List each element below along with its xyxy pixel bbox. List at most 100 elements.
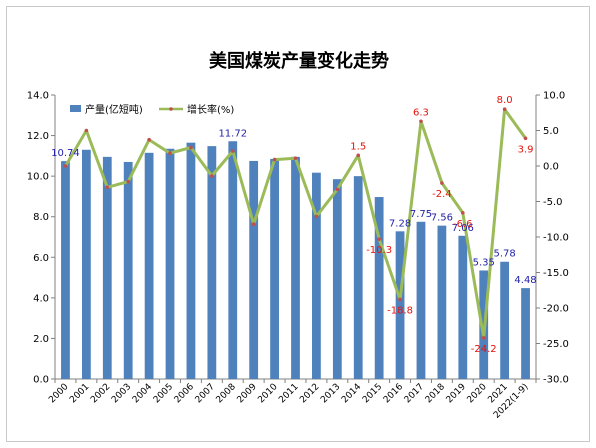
- bar-value-label: 4.48: [514, 275, 536, 286]
- chart-frame: 美国煤炭产量变化走势 产量(亿短吨) 增长率(%) 0.0 2.0 4.0 6.0 8.…: [6, 6, 590, 442]
- y-left-tick-label: 4.0: [33, 293, 49, 304]
- growth-value-label: 3.9: [518, 144, 534, 155]
- production-bar: [458, 235, 468, 379]
- growth-point: [356, 153, 361, 158]
- x-tick-label: 2011: [277, 382, 300, 405]
- bar-value-label: 5.78: [493, 249, 515, 260]
- growth-value-label: 6.3: [413, 107, 429, 118]
- production-bar: [437, 225, 447, 379]
- growth-point: [377, 237, 381, 241]
- production-bar: [291, 156, 300, 379]
- x-tick-label: 2020: [466, 382, 489, 405]
- y-right-tick-label: 5.0: [543, 126, 559, 137]
- data-labels: 10.74 11.72 7.287.757.567.06 5.355.78 4.48 1.…: [51, 95, 537, 355]
- production-bar: [312, 172, 321, 379]
- y-right-tick-label: 0.0: [543, 162, 559, 173]
- y-right-tick-label: 10.0: [543, 91, 565, 102]
- production-bar: [207, 146, 217, 379]
- y-right-tick-label: -25.0: [543, 339, 569, 350]
- chart-title: 美国煤炭产量变化走势: [209, 50, 389, 72]
- growth-value-label: -6.6: [453, 219, 473, 230]
- bars: [61, 141, 530, 379]
- growth-value-label: -10.3: [366, 245, 392, 256]
- legend-line-marker: [169, 107, 173, 111]
- growth-point: [398, 297, 402, 302]
- x-tick-label: 2007: [194, 382, 217, 405]
- growth-point: [481, 336, 486, 340]
- production-bar: [353, 176, 363, 379]
- x-tick-label: 2003: [110, 382, 133, 405]
- growth-point: [251, 222, 256, 227]
- production-bar: [102, 156, 112, 379]
- bar-value-label: 5.35: [473, 257, 495, 268]
- production-bar: [165, 148, 175, 379]
- production-bar: [521, 288, 530, 379]
- production-bar: [416, 221, 426, 379]
- growth-point: [147, 137, 151, 142]
- growth-point: [314, 214, 319, 219]
- growth-point: [84, 128, 89, 133]
- growth-value-label: 1.5: [350, 141, 366, 152]
- y-right-tick-label: -30.0: [543, 375, 569, 386]
- y-left-tick-label: 8.0: [33, 212, 49, 223]
- production-bar: [500, 261, 510, 379]
- bar-value-label: 7.75: [410, 209, 432, 220]
- growth-point: [523, 136, 528, 141]
- x-tick-label: 2015: [361, 382, 384, 405]
- production-bar: [374, 197, 384, 379]
- y-right-tick-label: -10.0: [543, 233, 569, 244]
- production-bar: [81, 149, 91, 379]
- growth-point: [335, 187, 340, 192]
- x-tick-label: 2001: [68, 382, 91, 405]
- growth-value-label: -2.4: [432, 189, 452, 200]
- bar-value-label: 7.56: [431, 213, 453, 224]
- x-tick-label: 2010: [256, 382, 279, 405]
- y-left-tick-label: 0.0: [33, 375, 49, 386]
- production-bar: [61, 161, 70, 379]
- growth-point: [105, 185, 110, 190]
- x-tick-label: 2018: [424, 382, 447, 405]
- x-tick-label: 2006: [173, 382, 196, 405]
- growth-point: [210, 174, 214, 178]
- growth-point: [126, 179, 130, 184]
- bar-value-label: 10.74: [51, 148, 80, 159]
- growth-value-label: 8.0: [497, 95, 513, 106]
- x-tick-label: 2002: [89, 382, 112, 405]
- y-left-tick-label: 6.0: [33, 253, 49, 264]
- x-tick-label: 2014: [340, 382, 363, 405]
- x-tick-label: 2016: [382, 382, 405, 405]
- x-tick-label: 2013: [319, 382, 342, 405]
- chart: 美国煤炭产量变化走势 产量(亿短吨) 增长率(%) 0.0 2.0 4.0 6.0 8.…: [27, 50, 569, 421]
- growth-point: [461, 211, 465, 215]
- legend-bar-swatch: [70, 105, 81, 112]
- x-tick-label: 2008: [215, 382, 238, 405]
- growth-point: [230, 149, 235, 153]
- y-left-tick-label: 14.0: [27, 91, 49, 102]
- growth-line: [63, 107, 528, 340]
- production-bar: [123, 161, 133, 379]
- x-tick-label: 2000: [47, 382, 70, 405]
- x-tick-label: 2012: [298, 382, 321, 405]
- y-left-tick-label: 12.0: [27, 131, 49, 142]
- production-bar: [228, 141, 238, 379]
- growth-value-label: -24.2: [471, 344, 497, 355]
- legend-bar-label: 产量(亿短吨): [85, 103, 143, 116]
- production-bar: [395, 231, 405, 379]
- y-right-tick-label: -5.0: [543, 197, 563, 208]
- x-tick-label: 2017: [403, 382, 426, 405]
- growth-point: [419, 119, 423, 124]
- growth-value-label: -18.8: [387, 305, 413, 316]
- growth-point: [502, 107, 507, 111]
- y-left-tick-label: 10.0: [27, 172, 49, 183]
- y-right-tick-label: -15.0: [543, 268, 569, 279]
- growth-point: [168, 151, 172, 156]
- growth-point: [63, 164, 68, 168]
- y-left-tick-label: 2.0: [33, 334, 49, 345]
- production-bar: [249, 160, 259, 379]
- growth-point: [189, 145, 193, 150]
- growth-point: [293, 156, 298, 160]
- production-bar: [332, 179, 342, 379]
- x-tick-label: 2019: [445, 382, 468, 405]
- growth-point: [272, 157, 277, 162]
- bar-value-label: 11.72: [218, 128, 247, 139]
